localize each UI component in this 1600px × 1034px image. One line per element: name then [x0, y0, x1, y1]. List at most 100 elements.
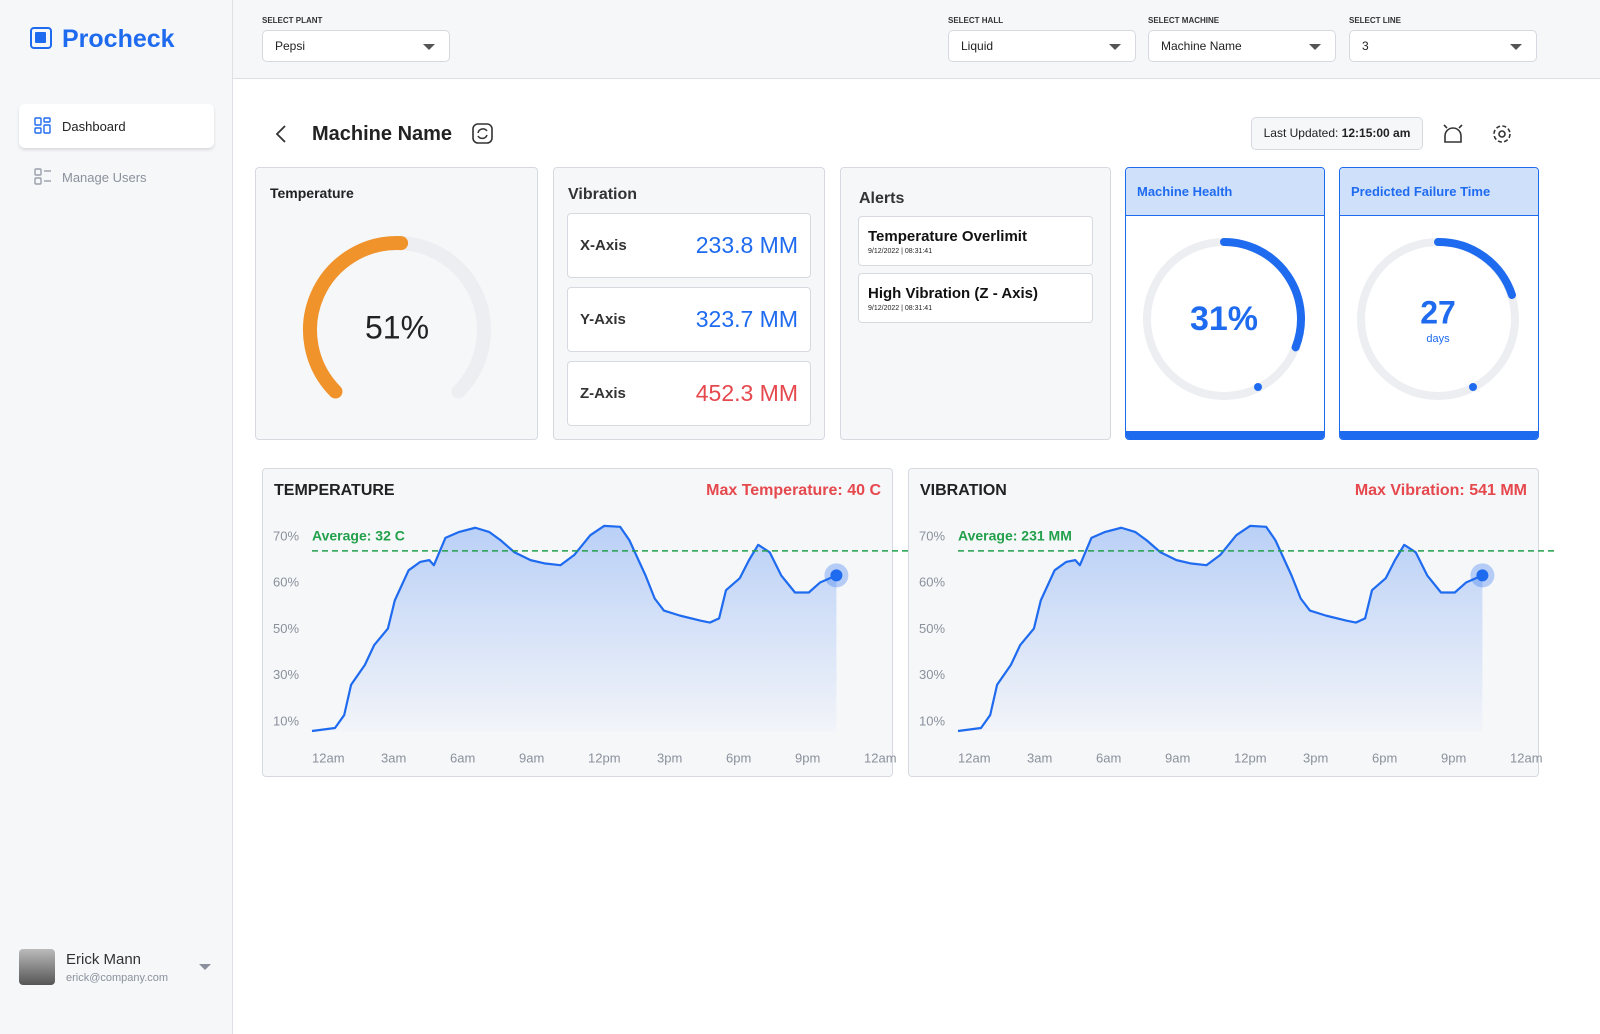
axis-value: 323.7 MM [695, 306, 798, 332]
select[interactable]: Machine Name [1148, 30, 1336, 62]
x-tick-label: 3am [1027, 750, 1052, 765]
y-tick-label: 50% [273, 621, 299, 636]
x-tick-label: 12am [958, 750, 991, 765]
filter-label: SELECT PLANT [262, 16, 323, 25]
y-tick-label: 30% [919, 667, 945, 682]
chart-annotation: Max Temperature: 40 C [706, 482, 881, 499]
vibration-card: Vibration X-Axis 233.8 MM Y-Axis 323.7 MM Z-… [553, 167, 825, 440]
settings-button[interactable] [1491, 123, 1513, 150]
x-tick-label: 12am [1510, 750, 1543, 765]
failure-gauge: 27 days [1357, 237, 1519, 400]
gauge-arc [1434, 237, 1516, 299]
failure-card: Predicted Failure Time 27 days [1339, 167, 1539, 440]
x-tick-label: 3pm [657, 750, 682, 765]
last-updated-time: 12:15:00 am [1341, 126, 1411, 140]
x-tick-label: 6pm [726, 750, 751, 765]
temperature-gauge: 51% [303, 236, 491, 399]
sidebar: Procheck Dashboard Manage Users Erick Ma… [0, 0, 233, 1034]
x-tick-label: 3pm [1303, 750, 1328, 765]
nav-item[interactable]: Manage Users [19, 158, 214, 198]
average-label: Average: 32 C [312, 528, 405, 544]
chart-title: VIBRATION [920, 482, 1007, 499]
card-title: Temperature [270, 185, 354, 201]
x-tick-label: 9pm [795, 750, 820, 765]
gauge-value: 31% [1190, 300, 1258, 338]
gauge-arc [303, 236, 409, 399]
alert-item[interactable]: High Vibration (Z - Axis) 9/12/2022 | 08:… [858, 273, 1093, 323]
end-point [1476, 569, 1489, 582]
axis-row: Y-Axis 323.7 MM [567, 287, 811, 352]
select[interactable]: Pepsi [262, 30, 450, 62]
chart-annotation: Max Vibration: 541 MM [1355, 482, 1527, 499]
nav-icon [34, 168, 51, 185]
temperature-card: Temperature 51% [255, 167, 538, 440]
line [957, 524, 1483, 733]
alerts-card: Alerts Temperature Overlimit 9/12/2022 | … [840, 167, 1111, 440]
alert-title: Temperature Overlimit [868, 228, 1027, 245]
card-bar [1126, 431, 1324, 439]
y-tick-label: 10% [919, 713, 945, 728]
y-tick-label: 30% [273, 667, 299, 682]
gauge-value: 27 [1420, 294, 1456, 330]
x-tick-label: 6pm [1372, 750, 1397, 765]
axis-name: Z-Axis [580, 385, 626, 402]
select[interactable]: 3 [1349, 30, 1537, 62]
x-tick-label: 12pm [588, 750, 621, 765]
area [958, 525, 1483, 732]
logo: Procheck [62, 25, 175, 53]
y-tick-label: 50% [919, 621, 945, 636]
last-updated: Last Updated: 12:15:00 am [1251, 117, 1423, 150]
alert-time: 9/12/2022 | 08:31:41 [868, 305, 933, 312]
gauge-dot [1254, 383, 1262, 391]
card-title: Vibration [568, 186, 638, 203]
refresh-button[interactable] [472, 123, 494, 150]
card-title: Predicted Failure Time [1340, 168, 1538, 216]
alert-item[interactable]: Temperature Overlimit 9/12/2022 | 08:31:4… [858, 216, 1093, 266]
card-title: Machine Health [1126, 168, 1324, 216]
logo-icon [30, 27, 52, 49]
alert-time: 9/12/2022 | 08:31:41 [868, 248, 933, 255]
gauge-dot [1469, 383, 1477, 391]
gauge-value: 51% [365, 309, 429, 345]
alarm-button[interactable] [1442, 122, 1464, 149]
x-tick-label: 6am [450, 750, 475, 765]
user-name: Erick Mann [66, 951, 142, 968]
average-label: Average: 231 MM [958, 528, 1072, 544]
card-bar [1340, 431, 1538, 439]
filter-label: SELECT MACHINE [1148, 16, 1220, 25]
line [311, 524, 837, 733]
x-tick-label: 3am [381, 750, 406, 765]
end-point [830, 569, 843, 582]
health-gauge: 31% [1143, 238, 1305, 400]
nav-label: Dashboard [62, 119, 126, 134]
back-button[interactable] [274, 124, 288, 149]
gauge-arc [1220, 238, 1305, 352]
filter-label: SELECT HALL [948, 16, 1004, 25]
x-tick-label: 9am [519, 750, 544, 765]
health-card: Machine Health 31% [1125, 167, 1325, 440]
user-email: erick@company.com [66, 972, 169, 984]
x-tick-label: 6am [1096, 750, 1121, 765]
axis-value: 233.8 MM [695, 232, 798, 258]
x-tick-label: 12pm [1234, 750, 1267, 765]
y-tick-label: 60% [273, 575, 299, 590]
alert-title: High Vibration (Z - Axis) [868, 285, 1039, 302]
x-tick-label: 12am [864, 750, 897, 765]
select[interactable]: Liquid [948, 30, 1136, 62]
axis-name: Y-Axis [580, 311, 626, 328]
axis-value: 452.3 MM [695, 380, 798, 406]
user-menu[interactable] [199, 964, 211, 970]
y-tick-label: 70% [273, 528, 299, 543]
y-tick-label: 60% [919, 575, 945, 590]
page-title: Machine Name [312, 123, 453, 145]
nav-item-active[interactable]: Dashboard [19, 104, 214, 148]
chart-title: TEMPERATURE [274, 482, 395, 499]
x-tick-label: 9pm [1441, 750, 1466, 765]
card-title: Alerts [859, 190, 905, 207]
gauge-unit: days [1426, 333, 1450, 345]
nav-icon [34, 117, 51, 134]
y-tick-label: 70% [919, 528, 945, 543]
y-tick-label: 10% [273, 713, 299, 728]
